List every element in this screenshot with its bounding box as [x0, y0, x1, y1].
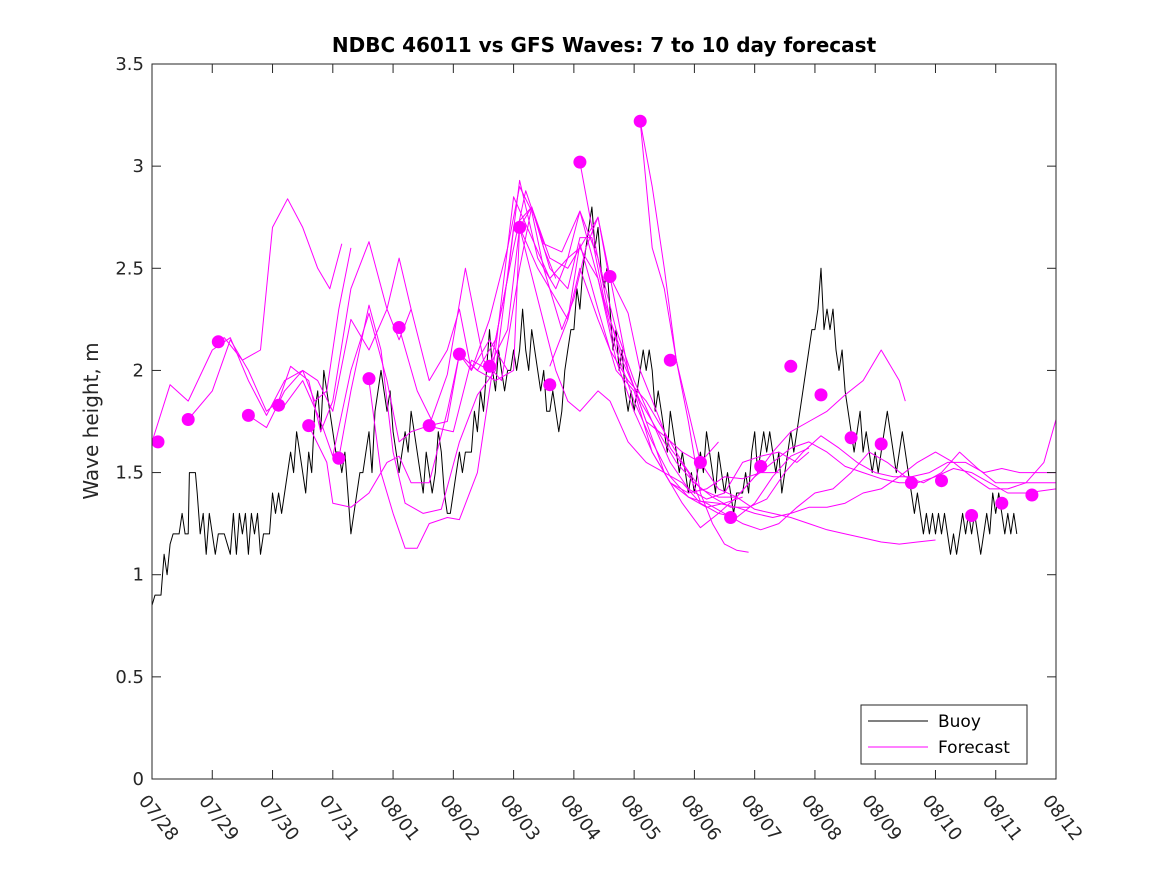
forecast-marker-27 — [935, 474, 948, 488]
forecast-marker-2 — [181, 413, 195, 426]
forecast-marker-13 — [513, 220, 527, 234]
forecast-line-16 — [609, 276, 1056, 518]
forecast-line-1 — [152, 247, 352, 443]
x-tick-label: 08/08 — [797, 791, 845, 845]
x-tick-label: 07/29 — [194, 791, 242, 845]
forecast-line-15 — [579, 162, 1056, 529]
x-tick-label: 08/05 — [616, 791, 664, 845]
forecast-marker-30 — [1025, 488, 1039, 502]
forecast-line-17 — [639, 121, 749, 553]
x-tick-label: 08/01 — [375, 791, 423, 845]
forecast-marker-9 — [392, 321, 406, 334]
y-tick-label: 1.5 — [115, 463, 144, 484]
forecast-marker-24 — [844, 431, 858, 445]
x-tick-label: 08/09 — [857, 791, 905, 845]
forecast-marker-7 — [332, 451, 346, 465]
chart-title: NDBC 46011 vs GFS Waves: 7 to 10 day for… — [332, 33, 877, 57]
series-group — [152, 114, 1056, 606]
legend-forecast-label: Forecast — [938, 738, 1010, 758]
legend-box — [860, 704, 1028, 765]
y-tick-label: 1 — [133, 565, 144, 586]
x-tick-label: 07/31 — [315, 791, 363, 845]
forecast-marker-19 — [693, 455, 707, 469]
plot-area — [152, 114, 1056, 606]
legend-buoy-label: Buoy — [938, 712, 981, 732]
legend: Buoy Forecast — [860, 704, 1028, 765]
forecast-marker-17 — [633, 114, 647, 128]
y-tick-label: 0 — [133, 769, 144, 790]
y-axis-label: Wave height, m — [79, 342, 103, 499]
forecast-marker-20 — [724, 511, 738, 524]
y-tick-label: 0.5 — [115, 667, 144, 688]
forecast-marker-16 — [603, 270, 617, 283]
forecast-marker-8 — [362, 372, 376, 386]
forecast-marker-15 — [573, 155, 587, 169]
forecast-marker-21 — [754, 459, 768, 473]
forecast-line-10 — [429, 190, 810, 500]
x-tick-label: 07/30 — [255, 791, 303, 845]
x-tick-label: 08/11 — [978, 791, 1026, 845]
forecast-line-5 — [284, 206, 557, 457]
forecast-line-4 — [248, 257, 509, 429]
forecast-marker-28 — [965, 509, 979, 522]
forecast-marker-22 — [784, 359, 798, 373]
forecast-marker-18 — [663, 353, 677, 367]
forecast-line-3 — [187, 241, 412, 433]
forecast-marker-29 — [995, 496, 1009, 510]
forecast-marker-14 — [543, 378, 557, 392]
forecast-marker-5 — [272, 398, 286, 412]
forecast-marker-23 — [814, 388, 828, 402]
x-tick-label: 08/12 — [1038, 791, 1086, 845]
x-tick-label: 08/06 — [676, 791, 724, 845]
forecast-line-8 — [368, 196, 743, 549]
x-tick-label: 08/07 — [737, 791, 785, 845]
forecast-marker-4 — [241, 408, 255, 422]
forecast-line-14 — [549, 243, 1056, 531]
x-tick-label: 07/28 — [134, 791, 182, 845]
y-tick-label: 3 — [133, 156, 144, 177]
buoy-line — [152, 206, 1018, 606]
forecast-marker-26 — [904, 476, 918, 490]
x-tick-label: 08/03 — [496, 791, 544, 845]
y-tick-label: 2.5 — [115, 258, 144, 279]
forecast-marker-12 — [483, 359, 496, 373]
forecast-line-13 — [519, 206, 1056, 508]
forecast-marker-25 — [874, 437, 888, 451]
x-tick-label: 08/10 — [918, 791, 966, 845]
forecast-marker-10 — [422, 419, 436, 433]
y-tick-label: 2 — [133, 360, 144, 381]
forecast-marker-3 — [211, 335, 225, 349]
forecast-marker-11 — [452, 347, 466, 361]
forecast-line-2 — [212, 198, 343, 361]
forecast-marker-6 — [302, 419, 316, 433]
forecast-marker-1 — [152, 435, 165, 449]
x-tick-label: 08/04 — [556, 791, 604, 845]
axes-box — [151, 63, 1057, 780]
y-tick-label: 3.5 — [115, 54, 144, 75]
forecast-line-12 — [489, 226, 906, 498]
forecast-line-6 — [308, 186, 611, 508]
x-tick-label: 08/02 — [435, 791, 483, 845]
